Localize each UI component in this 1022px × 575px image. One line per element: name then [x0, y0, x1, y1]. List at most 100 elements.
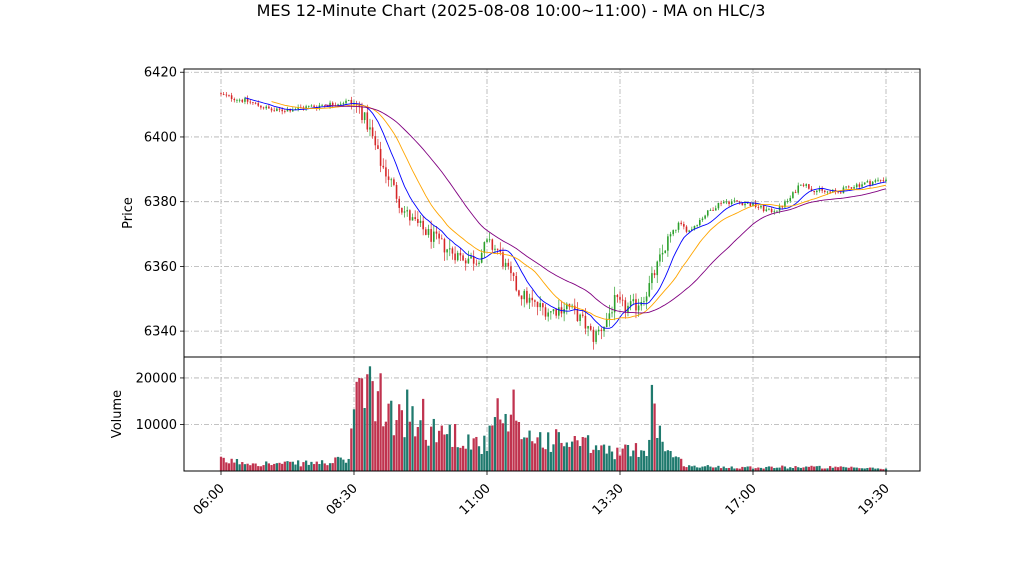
- volume-bar: [432, 418, 435, 471]
- candle-body: [366, 112, 369, 130]
- volume-bar: [464, 448, 467, 471]
- volume-bar: [315, 461, 318, 471]
- volume-bar: [863, 468, 866, 471]
- volume-bar: [376, 391, 380, 471]
- volume-bar: [696, 467, 699, 471]
- candle-body: [850, 187, 853, 189]
- candle-body: [866, 181, 869, 183]
- candle-body: [526, 290, 528, 303]
- volume-bar: [637, 456, 640, 471]
- candle-body: [656, 261, 659, 276]
- volume-bar: [336, 456, 340, 471]
- candle-body: [760, 205, 762, 208]
- candle-body: [260, 105, 262, 108]
- volume-bar: [839, 466, 842, 471]
- candle-body: [350, 99, 353, 104]
- volume-bar: [640, 450, 643, 471]
- volume-bar: [725, 468, 728, 471]
- candle-body: [440, 238, 443, 240]
- candle-body: [456, 252, 459, 261]
- volume-bar: [765, 466, 768, 471]
- volume-bar: [632, 450, 635, 471]
- volume-bar: [491, 425, 494, 471]
- volume-bar: [882, 469, 885, 471]
- volume-bar: [382, 426, 385, 471]
- volume-bars: [219, 366, 888, 471]
- volume-bar: [472, 438, 475, 471]
- chart-title: MES 12-Minute Chart (2025-08-08 10:00~11…: [256, 1, 766, 20]
- volume-bar: [573, 436, 576, 471]
- candle-body: [502, 252, 504, 267]
- candle-body: [765, 209, 768, 212]
- candle-body: [688, 230, 690, 232]
- volume-bar: [847, 467, 850, 471]
- volume-bar: [735, 468, 739, 471]
- candle-body: [834, 189, 837, 192]
- volume-bar: [563, 446, 566, 471]
- candle-body: [427, 229, 430, 235]
- candle-body: [318, 105, 321, 108]
- volume-bar: [400, 410, 404, 471]
- volume-bar: [238, 464, 241, 471]
- volume-bar: [233, 462, 236, 471]
- candle-body: [292, 109, 294, 112]
- volume-bar: [536, 437, 539, 471]
- candle-body: [882, 180, 885, 182]
- candle-body: [419, 220, 422, 223]
- candle-body: [337, 104, 339, 106]
- volume-bar: [427, 445, 430, 471]
- volume-bar: [552, 444, 555, 471]
- volume-bar: [789, 467, 792, 471]
- volume-bar: [589, 452, 592, 471]
- volume-bar: [634, 443, 638, 471]
- volume-bar: [251, 463, 255, 471]
- candle-body: [414, 217, 416, 220]
- candle-body: [784, 201, 786, 208]
- candle-body: [613, 295, 616, 313]
- volume-bar: [270, 465, 273, 471]
- volume-bar: [422, 398, 425, 471]
- candle-body: [839, 192, 842, 194]
- volume-bar: [544, 449, 547, 471]
- candle-body: [494, 248, 496, 250]
- candle-body: [789, 197, 792, 202]
- volume-bar: [424, 439, 427, 471]
- candle-body: [355, 103, 358, 105]
- volume-bar: [493, 417, 497, 471]
- volume-bar: [741, 466, 744, 471]
- candle-body: [821, 188, 823, 191]
- candle-body: [305, 106, 307, 109]
- volume-bar: [826, 468, 829, 471]
- candle-body: [464, 260, 467, 264]
- volume-bar: [783, 466, 787, 471]
- x-tick-label: 06:00: [191, 481, 228, 518]
- volume-bar: [307, 464, 310, 471]
- candle-body: [845, 186, 847, 188]
- candle-body: [435, 231, 438, 234]
- candle-body: [722, 201, 725, 204]
- volume-bar: [257, 466, 260, 471]
- volume-bar: [278, 462, 281, 471]
- candle-body: [422, 220, 424, 230]
- volume-bar: [485, 451, 489, 471]
- candle-body: [385, 167, 387, 177]
- candle-body: [390, 179, 393, 181]
- volume-bar: [600, 445, 603, 471]
- volume-bar: [829, 466, 832, 471]
- volume-bar: [445, 434, 449, 471]
- candle-body: [683, 223, 685, 227]
- volume-bar: [477, 446, 481, 471]
- volume-bar: [770, 466, 773, 471]
- x-tick-label: 08:30: [324, 481, 361, 518]
- candle-body: [222, 94, 225, 95]
- volume-bar: [722, 466, 725, 471]
- volume-bar: [570, 441, 574, 471]
- candle-body: [810, 188, 813, 191]
- candle-body: [802, 184, 805, 186]
- volume-bar: [456, 447, 459, 471]
- candle-body: [531, 297, 534, 301]
- candle-body: [294, 108, 297, 110]
- candle-body: [597, 329, 600, 332]
- volume-bar: [802, 467, 805, 471]
